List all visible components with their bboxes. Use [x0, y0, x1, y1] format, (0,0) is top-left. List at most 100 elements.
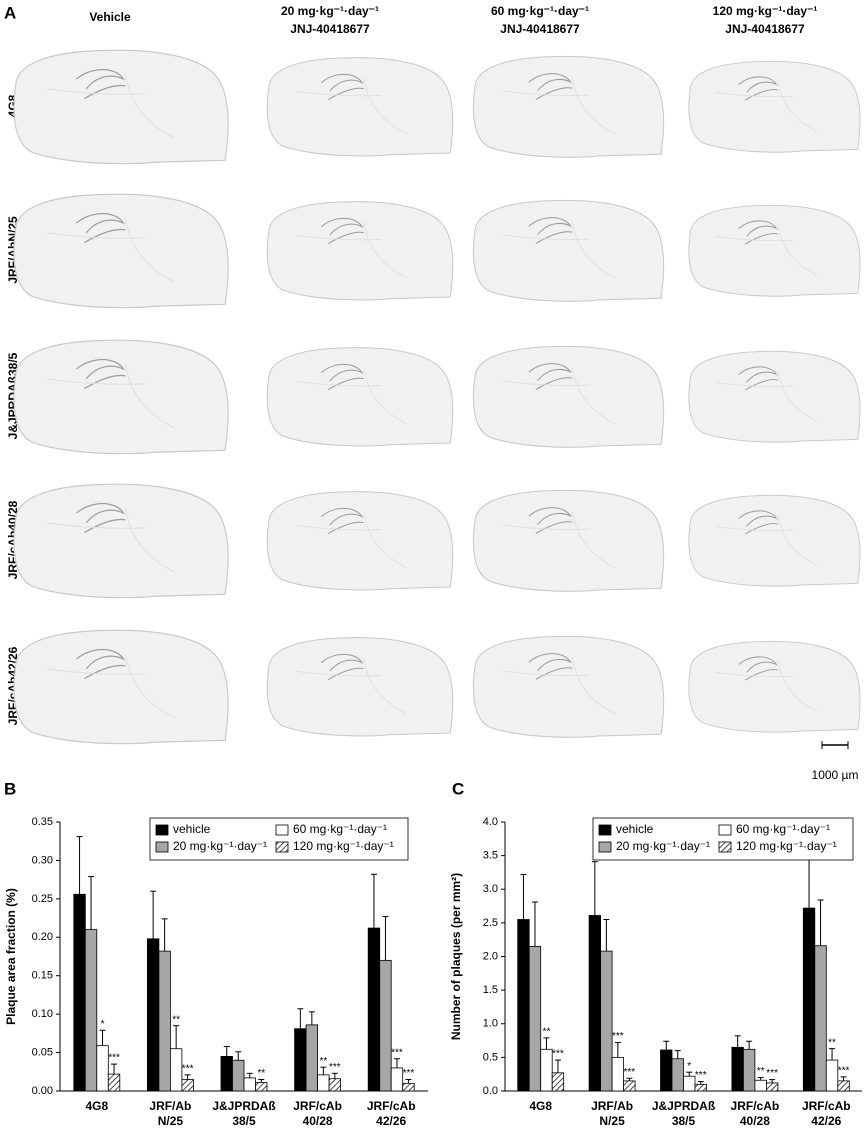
legend-label: 60 mg·kg⁻¹·day⁻¹: [736, 822, 830, 836]
x-tick-label: JRF/Ab: [591, 1099, 633, 1113]
legend-swatch: [598, 824, 612, 836]
x-tick-label: JRF/cAb: [367, 1099, 416, 1113]
y-tick-label: 0.35: [32, 816, 53, 828]
significance: ***: [838, 1066, 850, 1077]
significance: **: [543, 1027, 551, 1038]
y-tick-label: 3.0: [483, 883, 498, 895]
bar: [317, 1074, 330, 1092]
scale-bar-label: 1000 µm: [812, 768, 859, 782]
bar: [169, 1048, 183, 1092]
brain-section: [266, 637, 454, 737]
x-tick-label: JRF/cAb: [802, 1099, 851, 1113]
legend-swatch: [718, 841, 732, 853]
y-tick-label: 0.15: [32, 970, 53, 982]
bar: [84, 929, 98, 1092]
bar: [390, 1067, 404, 1092]
significance: **: [257, 1068, 265, 1079]
panel-label: B: [4, 779, 16, 798]
legend-label: 20 mg·kg⁻¹·day⁻¹: [173, 839, 267, 853]
brain-section: [472, 489, 665, 592]
panel-label: A: [4, 3, 16, 22]
column-header: JNJ-40418677: [290, 22, 370, 36]
significance: **: [828, 1037, 836, 1048]
significance: ***: [329, 1062, 341, 1073]
brain-section: [472, 55, 665, 158]
y-tick-label: 1.0: [483, 1018, 498, 1030]
legend-label: 60 mg·kg⁻¹·day⁻¹: [293, 822, 387, 836]
significance: **: [319, 1056, 327, 1067]
significance: ***: [612, 1031, 624, 1042]
legend-swatch: [598, 841, 612, 853]
legend-swatch: [155, 841, 169, 853]
brain-section: [13, 49, 229, 165]
y-tick-label: 3.5: [483, 850, 498, 862]
significance: ***: [552, 1049, 564, 1060]
y-tick-label: 0.05: [32, 1046, 53, 1058]
significance: ***: [182, 1064, 194, 1075]
column-header: 60 mg·kg⁻¹·day⁻¹: [491, 4, 589, 18]
x-tick-label: 40/28: [303, 1114, 333, 1128]
brain-section: [266, 347, 454, 447]
column-header: JNJ-40418677: [500, 22, 580, 36]
brain-section: [266, 201, 454, 301]
bar: [660, 1049, 673, 1092]
bar: [731, 1046, 744, 1092]
y-tick-label: 1.5: [483, 984, 498, 996]
brain-section: [472, 345, 665, 448]
y-tick-label: 0.5: [483, 1051, 498, 1063]
significance: **: [172, 1014, 180, 1025]
significance: ***: [624, 1067, 636, 1078]
legend-swatch: [718, 824, 732, 836]
brain-section: [266, 491, 454, 591]
bar: [402, 1082, 415, 1092]
bar: [694, 1083, 707, 1092]
column-header: 20 mg·kg⁻¹·day⁻¹: [281, 4, 379, 18]
y-tick-label: 0.0: [483, 1085, 498, 1097]
legend-label: 120 mg·kg⁻¹·day⁻¹: [736, 839, 837, 853]
y-axis-label: Plaque area fraction (%): [4, 888, 18, 1025]
brain-section: [688, 60, 861, 153]
significance: ***: [391, 1047, 403, 1058]
bar: [671, 1058, 684, 1092]
x-tick-label: N/25: [158, 1114, 184, 1128]
bar: [517, 919, 530, 1092]
y-tick-label: 0.10: [32, 1008, 53, 1020]
brain-section: [13, 483, 229, 599]
brain-section: [688, 204, 861, 297]
x-tick-label: N/25: [599, 1114, 625, 1128]
bar: [255, 1082, 268, 1092]
x-tick-label: J&JPRDAß: [212, 1099, 275, 1113]
significance: ***: [695, 1070, 707, 1081]
brain-section: [13, 193, 229, 309]
bar: [600, 950, 613, 1092]
panel-label: C: [452, 779, 464, 798]
bar: [611, 1056, 624, 1092]
bar: [743, 1048, 756, 1092]
bar: [825, 1059, 839, 1092]
y-tick-label: 2.0: [483, 950, 498, 962]
y-tick-label: 0.25: [32, 893, 53, 905]
bar: [220, 1056, 233, 1092]
x-tick-label: 4G8: [85, 1099, 108, 1113]
x-tick-label: 38/5: [672, 1114, 696, 1128]
y-tick-label: 0.30: [32, 854, 53, 866]
bar: [107, 1073, 121, 1092]
legend-swatch: [275, 841, 289, 853]
bar: [328, 1078, 342, 1092]
column-header: JNJ-40418677: [725, 22, 805, 36]
significance: **: [757, 1066, 765, 1077]
bar: [837, 1080, 850, 1092]
brain-section: [688, 640, 861, 733]
x-tick-label: JRF/cAb: [731, 1099, 780, 1113]
legend-swatch: [155, 824, 169, 836]
significance: *: [101, 1019, 105, 1030]
significance: ***: [403, 1068, 415, 1079]
column-header: 120 mg·kg⁻¹·day⁻¹: [713, 4, 818, 18]
x-tick-label: JRF/cAb: [293, 1099, 342, 1113]
y-tick-label: 2.5: [483, 917, 498, 929]
bar: [367, 927, 381, 1092]
column-header: Vehicle: [89, 10, 131, 24]
bar: [294, 1028, 307, 1092]
x-tick-label: 40/28: [740, 1114, 770, 1128]
